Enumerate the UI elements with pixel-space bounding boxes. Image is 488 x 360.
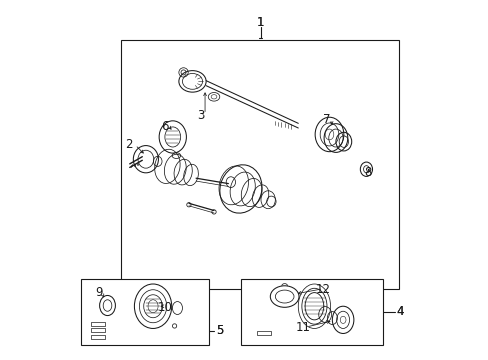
Bar [81, 279, 208, 345]
Text: 10: 10 [158, 301, 173, 314]
Text: 1: 1 [256, 16, 264, 29]
Text: 4: 4 [396, 305, 404, 318]
Bar [91, 321, 104, 325]
Text: 9: 9 [95, 287, 103, 300]
Text: 11: 11 [296, 320, 310, 333]
Bar [91, 328, 104, 332]
Bar [121, 40, 398, 289]
Text: 1: 1 [256, 16, 264, 29]
Text: 6: 6 [161, 120, 168, 133]
Text: 2: 2 [125, 138, 133, 150]
Text: 5: 5 [215, 324, 223, 337]
Text: 5: 5 [215, 324, 223, 337]
Text: 3: 3 [197, 109, 204, 122]
Bar [91, 334, 104, 338]
Bar [257, 331, 270, 335]
Text: 7: 7 [323, 113, 330, 126]
Bar [241, 279, 382, 345]
Text: 4: 4 [396, 305, 404, 318]
Text: 8: 8 [364, 166, 371, 179]
Text: 12: 12 [315, 283, 330, 296]
